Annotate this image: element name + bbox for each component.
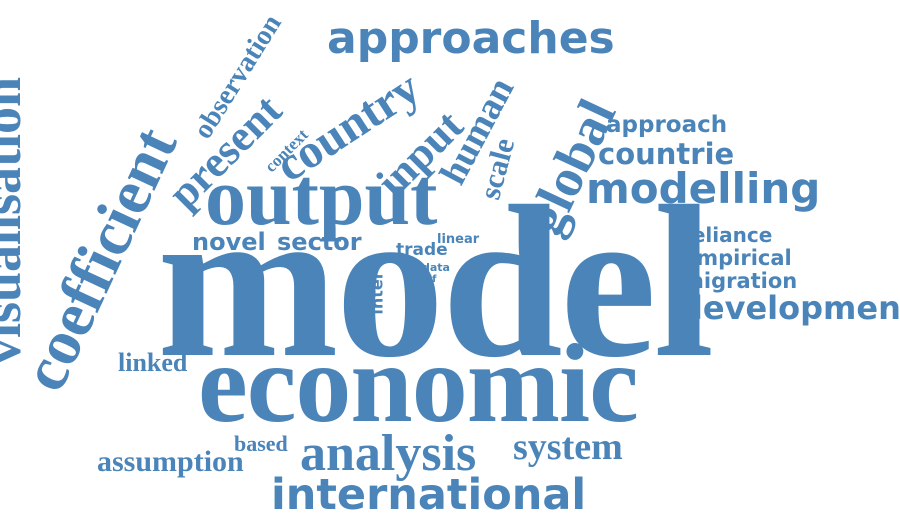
word-linear: linear <box>437 232 480 247</box>
word-linked: linked <box>118 348 188 377</box>
word-assumption: assumption <box>97 445 244 478</box>
word-sector: sector <box>277 228 362 256</box>
word-self: self <box>416 274 437 285</box>
word-data: data <box>422 261 450 274</box>
word-migration: migration <box>682 269 798 293</box>
word-empirical: empirical <box>682 246 792 270</box>
word-international: international <box>271 470 587 516</box>
word-based: based <box>234 431 288 456</box>
word-economic: economic <box>198 322 639 446</box>
word-development: development <box>680 289 900 327</box>
word-model: model <box>157 162 714 403</box>
word-reliance: reliance <box>682 223 773 247</box>
word-novel: novel <box>192 228 266 256</box>
word-approaches: approaches <box>327 13 615 64</box>
word-analysis: analysis <box>300 425 477 482</box>
word-trade: trade <box>396 240 448 260</box>
word-inter: inter <box>367 271 387 315</box>
word-approach: approach <box>606 112 728 138</box>
word-system: system <box>513 426 623 468</box>
word-countrie: countrie <box>598 137 735 171</box>
word-visualisation: visualisation <box>0 76 33 366</box>
word-modelling: modelling <box>586 164 821 213</box>
word-output: output <box>205 151 438 242</box>
